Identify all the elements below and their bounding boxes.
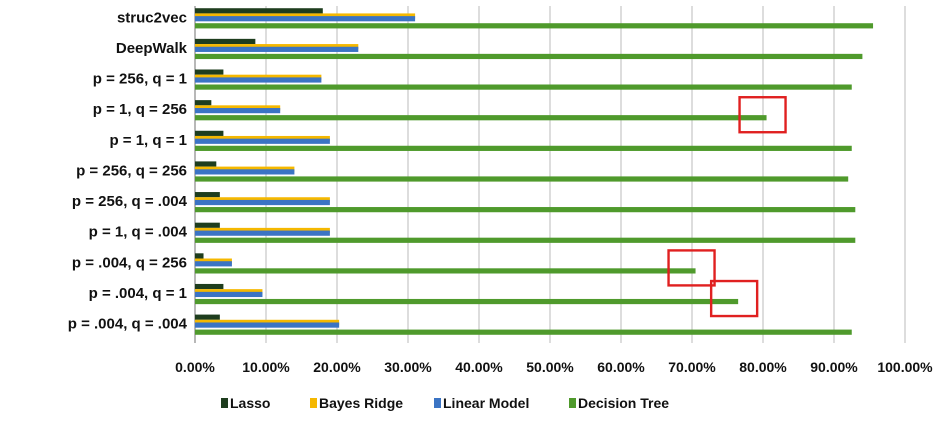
bar-decision-tree-p-004-q-004 [195, 329, 852, 335]
bar-bayes-ridge-struc2vec [195, 13, 416, 19]
bar-decision-tree-p-1-q-004 [195, 237, 856, 243]
x-tick-label: 60.00% [597, 359, 645, 375]
x-tick-label: 40.00% [455, 359, 503, 375]
x-tick-label: 70.00% [668, 359, 716, 375]
bar-linear-model-struc2vec [195, 16, 416, 22]
bar-linear-model-p-1-q-256 [195, 108, 281, 114]
bar-bayes-ridge-p-256-q-256 [195, 166, 295, 172]
bar-linear-model-p-256-q-1 [195, 77, 322, 83]
legend-label-decision-tree: Decision Tree [578, 395, 669, 411]
highlight-box-p-004-q-1 [709, 279, 759, 318]
x-tick-label: 90.00% [810, 359, 858, 375]
x-tick-labels: 0.00% 10.00% 20.00% 30.00% 40.00% 50.00% 60.00… [175, 359, 933, 375]
bar-decision-tree-deepwalk [195, 53, 863, 60]
category-label: p = .004, q = .004 [68, 316, 188, 333]
bar-linear-model-p-004-q-256 [195, 261, 232, 267]
x-tick-label: 100.00% [877, 359, 933, 375]
bar-lasso-p-004-q-1 [195, 283, 224, 290]
category-label: p = 1, q = 256 [93, 101, 187, 118]
bar-bayes-ridge-deepwalk [195, 44, 359, 50]
category-label: p = 256, q = 256 [76, 162, 187, 179]
bar-lasso-struc2vec [195, 8, 323, 14]
bar-bayes-ridge-p-1-q-256 [195, 105, 281, 111]
bar-decision-tree-p-004-q-1 [195, 298, 739, 305]
category-label: p = 256, q = 1 [93, 71, 187, 88]
legend-swatch-lasso [221, 398, 228, 408]
bar-linear-model-p-1-q-1 [195, 138, 330, 144]
bar-lasso-p-004-q-256 [195, 253, 204, 259]
bar-linear-model-p-256-q-256 [195, 169, 295, 175]
bar-lasso-p-256-q-1 [195, 69, 224, 75]
category-label: DeepWalk [116, 40, 188, 57]
bar-lasso-p-256-q-256 [195, 161, 217, 167]
bar-linear-model-deepwalk [195, 46, 359, 52]
bar-decision-tree-p-256-q-256 [195, 176, 849, 182]
x-tick-label: 50.00% [526, 359, 574, 375]
highlight-box-p-1-q-256 [738, 96, 787, 134]
category-labels: struc2vec DeepWalk p = 256, q = 1 p = 1, q … [68, 9, 188, 332]
highlight-boxes [667, 96, 787, 318]
x-tick-label: 20.00% [313, 359, 361, 375]
bar-lasso-p-004-q-004 [195, 314, 220, 320]
category-label: p = 1, q = 1 [109, 132, 187, 149]
bar-linear-model-p-1-q-004 [195, 230, 330, 236]
highlight-box-p-004-q-256 [667, 249, 716, 287]
bar-bayes-ridge-p-004-q-004 [195, 319, 340, 325]
bar-bayes-ridge-p-256-q-004 [195, 197, 330, 203]
legend-label-linear-model: Linear Model [443, 395, 529, 411]
bar-decision-tree-p-256-q-1 [195, 84, 852, 90]
bar-linear-model-p-004-q-1 [195, 291, 263, 298]
x-tick-label: 0.00% [175, 359, 215, 375]
legend-label-lasso: Lasso [230, 395, 270, 411]
bar-decision-tree-p-256-q-004 [195, 207, 856, 213]
bar-decision-tree-p-1-q-256 [195, 115, 767, 121]
x-tick-label: 10.00% [242, 359, 290, 375]
bar-lasso-p-1-q-004 [195, 222, 220, 228]
x-tick-label: 30.00% [384, 359, 432, 375]
legend-swatch-bayes-ridge [310, 398, 317, 408]
bar-decision-tree-p-004-q-256 [195, 268, 696, 274]
category-label: p = 1, q = .004 [89, 224, 188, 241]
legend-swatch-linear-model [434, 398, 441, 408]
bar-decision-tree-struc2vec [195, 23, 874, 29]
bar-lasso-p-1-q-256 [195, 100, 212, 106]
legend-label-bayes-ridge: Bayes Ridge [319, 395, 403, 411]
category-label: struc2vec [117, 9, 187, 26]
bar-linear-model-p-004-q-004 [195, 322, 340, 328]
legend: Lasso Bayes Ridge Linear Model Decision Tre… [221, 395, 669, 411]
bar-lasso-p-256-q-004 [195, 192, 220, 198]
bar-bayes-ridge-p-1-q-1 [195, 135, 330, 142]
bar-lasso-p-1-q-1 [195, 130, 224, 136]
bar-bayes-ridge-p-256-q-1 [195, 74, 322, 80]
bar-bayes-ridge-p-004-q-1 [195, 289, 263, 295]
category-label: p = .004, q = 256 [72, 254, 187, 271]
bar-linear-model-p-256-q-004 [195, 199, 330, 206]
bar-bayes-ridge-p-004-q-256 [195, 258, 232, 264]
grid-lines [194, 6, 906, 343]
bar-lasso-deepwalk [195, 38, 256, 45]
bar-decision-tree-p-1-q-1 [195, 145, 852, 151]
bars [195, 8, 874, 335]
legend-swatch-decision-tree [569, 398, 576, 408]
bar-bayes-ridge-p-1-q-004 [195, 227, 330, 234]
x-tick-label: 80.00% [739, 359, 787, 375]
category-label: p = 256, q = .004 [72, 193, 188, 210]
category-label: p = .004, q = 1 [89, 285, 187, 302]
